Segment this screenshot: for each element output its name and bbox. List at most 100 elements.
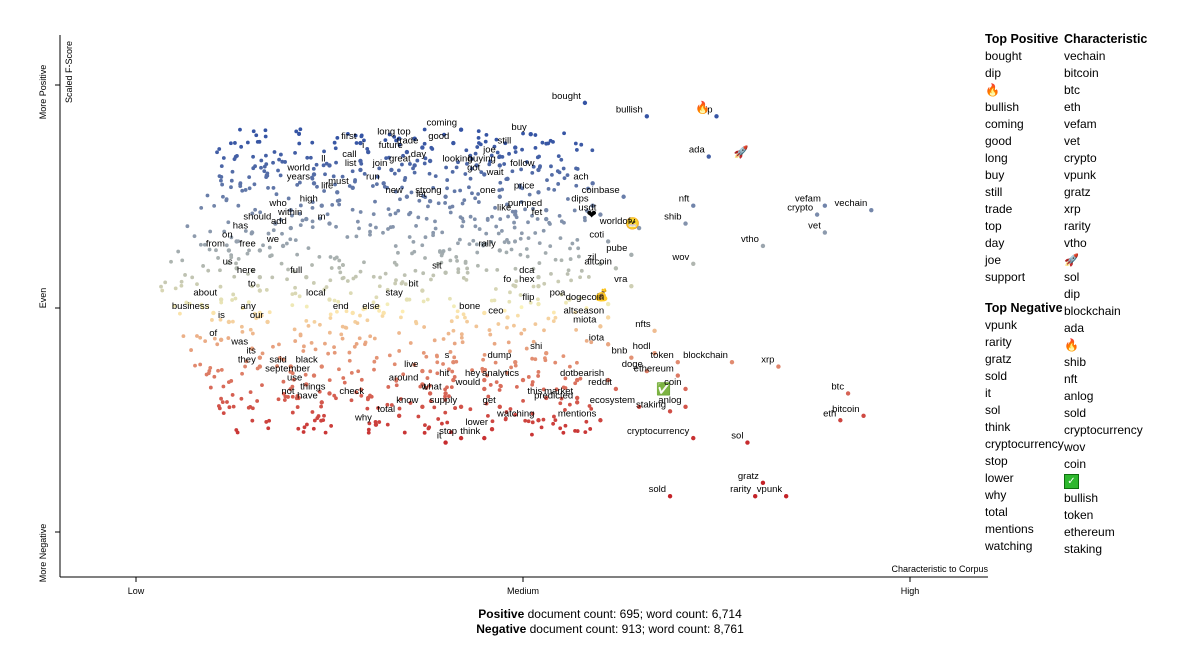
point-marker[interactable] <box>265 319 270 325</box>
point-marker[interactable] <box>327 163 332 168</box>
point-marker[interactable] <box>582 100 588 106</box>
term-list-item[interactable]: watching <box>985 539 1033 553</box>
point-marker[interactable] <box>760 480 766 486</box>
point-marker[interactable] <box>497 248 502 253</box>
point-marker[interactable] <box>497 194 502 199</box>
point-marker[interactable] <box>319 203 324 208</box>
point-marker[interactable] <box>636 225 642 231</box>
point-marker[interactable] <box>675 373 680 378</box>
point-marker[interactable] <box>729 359 735 365</box>
point-marker[interactable] <box>822 203 828 208</box>
point-marker[interactable] <box>327 297 332 302</box>
point-marker[interactable] <box>304 382 309 387</box>
term-list-item[interactable]: bullish <box>1064 491 1099 505</box>
point-marker[interactable] <box>574 395 580 401</box>
point-marker[interactable] <box>427 391 433 396</box>
term-list-item[interactable]: day <box>985 236 1005 250</box>
point-marker[interactable] <box>366 149 371 155</box>
term-list-item[interactable]: think <box>985 420 1011 434</box>
term-list-item[interactable]: anlog <box>1064 389 1094 403</box>
point-marker[interactable] <box>869 207 874 213</box>
point-marker[interactable] <box>536 301 541 307</box>
point-marker[interactable] <box>776 364 781 369</box>
point-marker[interactable] <box>304 275 309 280</box>
point-marker[interactable] <box>497 163 502 168</box>
point-marker[interactable] <box>691 203 696 208</box>
point-marker[interactable] <box>745 440 750 445</box>
term-list-item[interactable]: support <box>985 270 1026 284</box>
term-list-item[interactable]: buy <box>985 168 1005 182</box>
term-list-item[interactable]: good <box>985 134 1012 148</box>
term-list-item[interactable]: trade <box>985 202 1013 216</box>
point-marker[interactable] <box>451 359 456 365</box>
point-marker[interactable] <box>683 404 688 410</box>
point-marker[interactable] <box>482 435 487 441</box>
term-list-item[interactable]: vpunk <box>1064 168 1097 182</box>
point-marker[interactable] <box>683 386 688 392</box>
point-marker[interactable] <box>443 440 448 445</box>
point-marker[interactable] <box>412 136 417 141</box>
point-marker[interactable] <box>760 243 766 249</box>
point-marker[interactable] <box>257 275 263 280</box>
term-list-item[interactable]: ✓ <box>1064 473 1147 490</box>
point-marker[interactable] <box>234 239 239 244</box>
point-marker[interactable] <box>358 158 363 164</box>
term-list-item[interactable]: cryptocurrency <box>1064 423 1143 437</box>
point-marker[interactable] <box>783 494 789 499</box>
term-list-item[interactable]: coming <box>985 117 1024 131</box>
point-marker[interactable] <box>536 190 541 195</box>
point-marker[interactable] <box>497 404 502 410</box>
term-list-item[interactable]: vefam <box>1064 117 1097 131</box>
term-list-item[interactable]: eth <box>1064 100 1081 114</box>
term-list-item[interactable]: vet <box>1064 134 1081 148</box>
point-marker[interactable] <box>845 391 851 396</box>
point-marker[interactable] <box>544 351 549 356</box>
point-marker[interactable] <box>706 154 711 159</box>
point-marker[interactable] <box>822 230 828 235</box>
point-marker[interactable] <box>319 400 324 405</box>
point-marker[interactable] <box>714 114 719 119</box>
point-marker[interactable] <box>574 377 580 383</box>
point-marker[interactable] <box>598 212 603 217</box>
point-marker[interactable] <box>482 172 487 177</box>
point-marker[interactable] <box>420 368 425 374</box>
term-list-item[interactable]: dip <box>1064 287 1081 301</box>
point-marker[interactable] <box>652 328 657 334</box>
point-marker[interactable] <box>451 377 456 383</box>
point-marker[interactable] <box>474 163 479 168</box>
term-list-item[interactable]: bitcoin <box>1064 66 1099 80</box>
point-marker[interactable] <box>280 243 286 249</box>
point-marker[interactable] <box>605 239 611 244</box>
point-marker[interactable] <box>443 270 448 275</box>
point-marker[interactable] <box>218 337 224 342</box>
point-marker[interactable] <box>412 163 417 168</box>
term-list-item[interactable]: dip <box>985 66 1002 80</box>
point-marker[interactable] <box>652 351 657 356</box>
point-marker[interactable] <box>544 216 549 222</box>
point-marker[interactable] <box>420 404 425 410</box>
point-marker[interactable] <box>319 364 324 369</box>
point-marker[interactable] <box>536 167 541 173</box>
term-list-item[interactable]: bullish <box>985 100 1020 114</box>
point-marker[interactable] <box>381 181 386 186</box>
point-marker[interactable] <box>249 230 255 235</box>
point-marker[interactable] <box>482 310 487 316</box>
point-marker[interactable] <box>311 181 317 186</box>
point-marker[interactable] <box>404 149 410 155</box>
point-marker[interactable] <box>288 364 293 369</box>
term-list-item[interactable]: cryptocurrency <box>985 437 1064 451</box>
term-list-item[interactable]: bought <box>985 49 1022 63</box>
term-list-item[interactable]: stop <box>985 454 1008 468</box>
point-marker[interactable] <box>636 404 642 410</box>
term-list-item[interactable]: blockchain <box>1064 304 1121 318</box>
point-marker[interactable] <box>629 252 634 258</box>
point-marker[interactable] <box>644 368 650 374</box>
point-marker[interactable] <box>621 194 626 199</box>
point-marker[interactable] <box>218 297 224 302</box>
term-list-item[interactable]: staking <box>1064 542 1103 556</box>
term-list-item[interactable]: xrp <box>1064 202 1081 216</box>
point-marker[interactable] <box>482 377 487 383</box>
point-marker[interactable] <box>396 136 402 141</box>
term-list-item[interactable]: gratz <box>1064 185 1091 199</box>
point-marker[interactable] <box>257 248 263 253</box>
